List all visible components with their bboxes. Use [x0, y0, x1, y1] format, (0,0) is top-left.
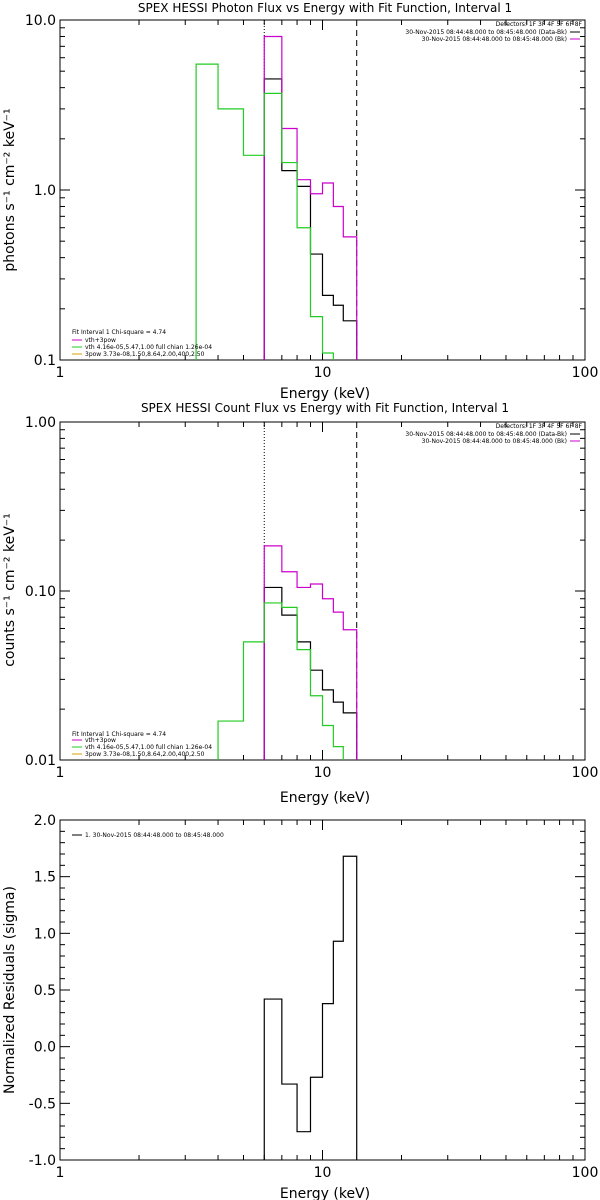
count-flux-legend-text: 30-Nov-2015 08:44:48.000 to 08:45:48.000… — [422, 438, 567, 445]
photon-flux-x-tick-label: 100 — [572, 365, 599, 381]
photon-flux-detectors: Detectors: 1F 3F 4F 5F 6F 8F — [496, 21, 583, 28]
count-flux-fit-legend-text: vth+3pow — [85, 737, 116, 744]
residuals-y-tick-label: 1.0 — [34, 926, 56, 942]
count-flux-ylabel: counts s⁻¹ cm⁻² keV⁻¹ — [2, 513, 18, 667]
count-flux-detectors: Detectors: 1F 3F 4F 5F 6F 8F — [496, 423, 583, 430]
count-flux-y-tick-label: 0.01 — [25, 753, 56, 769]
photon-flux-legend-text: 30-Nov-2015 08:44:48.000 to 08:45:48.000… — [405, 29, 567, 36]
residuals-y-tick-label: -1.0 — [29, 1153, 56, 1169]
residuals-x-tick-label: 100 — [572, 1165, 599, 1181]
count-flux-legend-text: 30-Nov-2015 08:44:48.000 to 08:45:48.000… — [405, 431, 567, 438]
count-flux-series-0 — [263, 586, 358, 760]
count-flux-fit-legend-text: vth 4.16e-05,5.47,1.00 full chian 1.26e-… — [85, 744, 212, 751]
count-flux-y-tick-label: 1.00 — [25, 415, 56, 431]
photon-flux-xlabel: Energy (keV) — [280, 386, 370, 402]
residuals-x-tick-label: 10 — [314, 1165, 332, 1181]
count-flux-x-tick-label: 100 — [572, 765, 599, 781]
count-flux-xlabel: Energy (keV) — [280, 790, 370, 806]
count-flux-panel: SPEX HESSI Count Flux vs Energy with Fit… — [2, 401, 598, 806]
residuals-panel: Energy (keV) Normalized Residuals (sigma… — [2, 813, 598, 1200]
residuals-x-tick-label: 1 — [56, 1165, 65, 1181]
count-flux-fit-header: Fit Interval 1 Chi-square = 4.74 — [72, 731, 166, 738]
photon-flux-y-tick-label: 10.0 — [25, 13, 56, 29]
count-flux-y-tick-label: 0.10 — [25, 584, 56, 600]
residuals-y-tick-label: 0.0 — [34, 1040, 56, 1056]
count-flux-series-1 — [263, 545, 358, 760]
count-flux-series-2 — [217, 602, 344, 760]
photon-flux-x-tick-label: 1 — [56, 365, 65, 381]
photon-flux-y-tick-label: 0.1 — [34, 353, 56, 369]
residuals-y-tick-label: 2.0 — [34, 813, 56, 829]
photon-flux-fit-legend-text: 3pow 3.73e-08,1.50,8.64,2.00,400,2.50 — [85, 351, 205, 358]
photon-flux-panel: SPEX HESSI Photon Flux vs Energy with Fi… — [2, 1, 598, 402]
residuals-legend-text: 1. 30-Nov-2015 08:44:48.000 to 08:45:48.… — [85, 832, 224, 839]
photon-flux-ylabel: photons s⁻¹ cm⁻² keV⁻¹ — [2, 108, 18, 271]
photon-flux-fit-legend-text: vth 4.16e-05,5.47,1.00 full chian 1.26e-… — [85, 344, 212, 351]
residuals-series-0 — [263, 855, 358, 1160]
residuals-y-tick-label: 1.5 — [34, 870, 56, 886]
count-flux-x-tick-label: 1 — [56, 765, 65, 781]
residuals-ylabel: Normalized Residuals (sigma) — [2, 886, 18, 1094]
photon-flux-series-2 — [195, 63, 334, 360]
count-flux-title: SPEX HESSI Count Flux vs Energy with Fit… — [141, 401, 509, 415]
photon-flux-fit-header: Fit Interval 1 Chi-square = 4.74 — [72, 329, 166, 336]
photon-flux-fit-legend-text: vth+3pow — [85, 337, 116, 344]
photon-flux-y-tick-label: 1.0 — [34, 183, 56, 199]
count-flux-x-tick-label: 10 — [314, 765, 332, 781]
residuals-y-tick-label: -0.5 — [29, 1096, 56, 1112]
count-flux-fit-legend-text: 3pow 3.73e-08,1.50,8.64,2.00,400,2.50 — [85, 751, 205, 758]
photon-flux-legend-text: 30-Nov-2015 08:44:48.000 to 08:45:48.000… — [422, 36, 567, 43]
photon-flux-x-tick-label: 10 — [314, 365, 332, 381]
photon-flux-series-1 — [263, 35, 358, 360]
photon-flux-title: SPEX HESSI Photon Flux vs Energy with Fi… — [138, 1, 512, 15]
residuals-xlabel: Energy (keV) — [280, 1186, 370, 1200]
residuals-y-tick-label: 0.5 — [34, 983, 56, 999]
residuals-plot-frame — [59, 819, 586, 1161]
